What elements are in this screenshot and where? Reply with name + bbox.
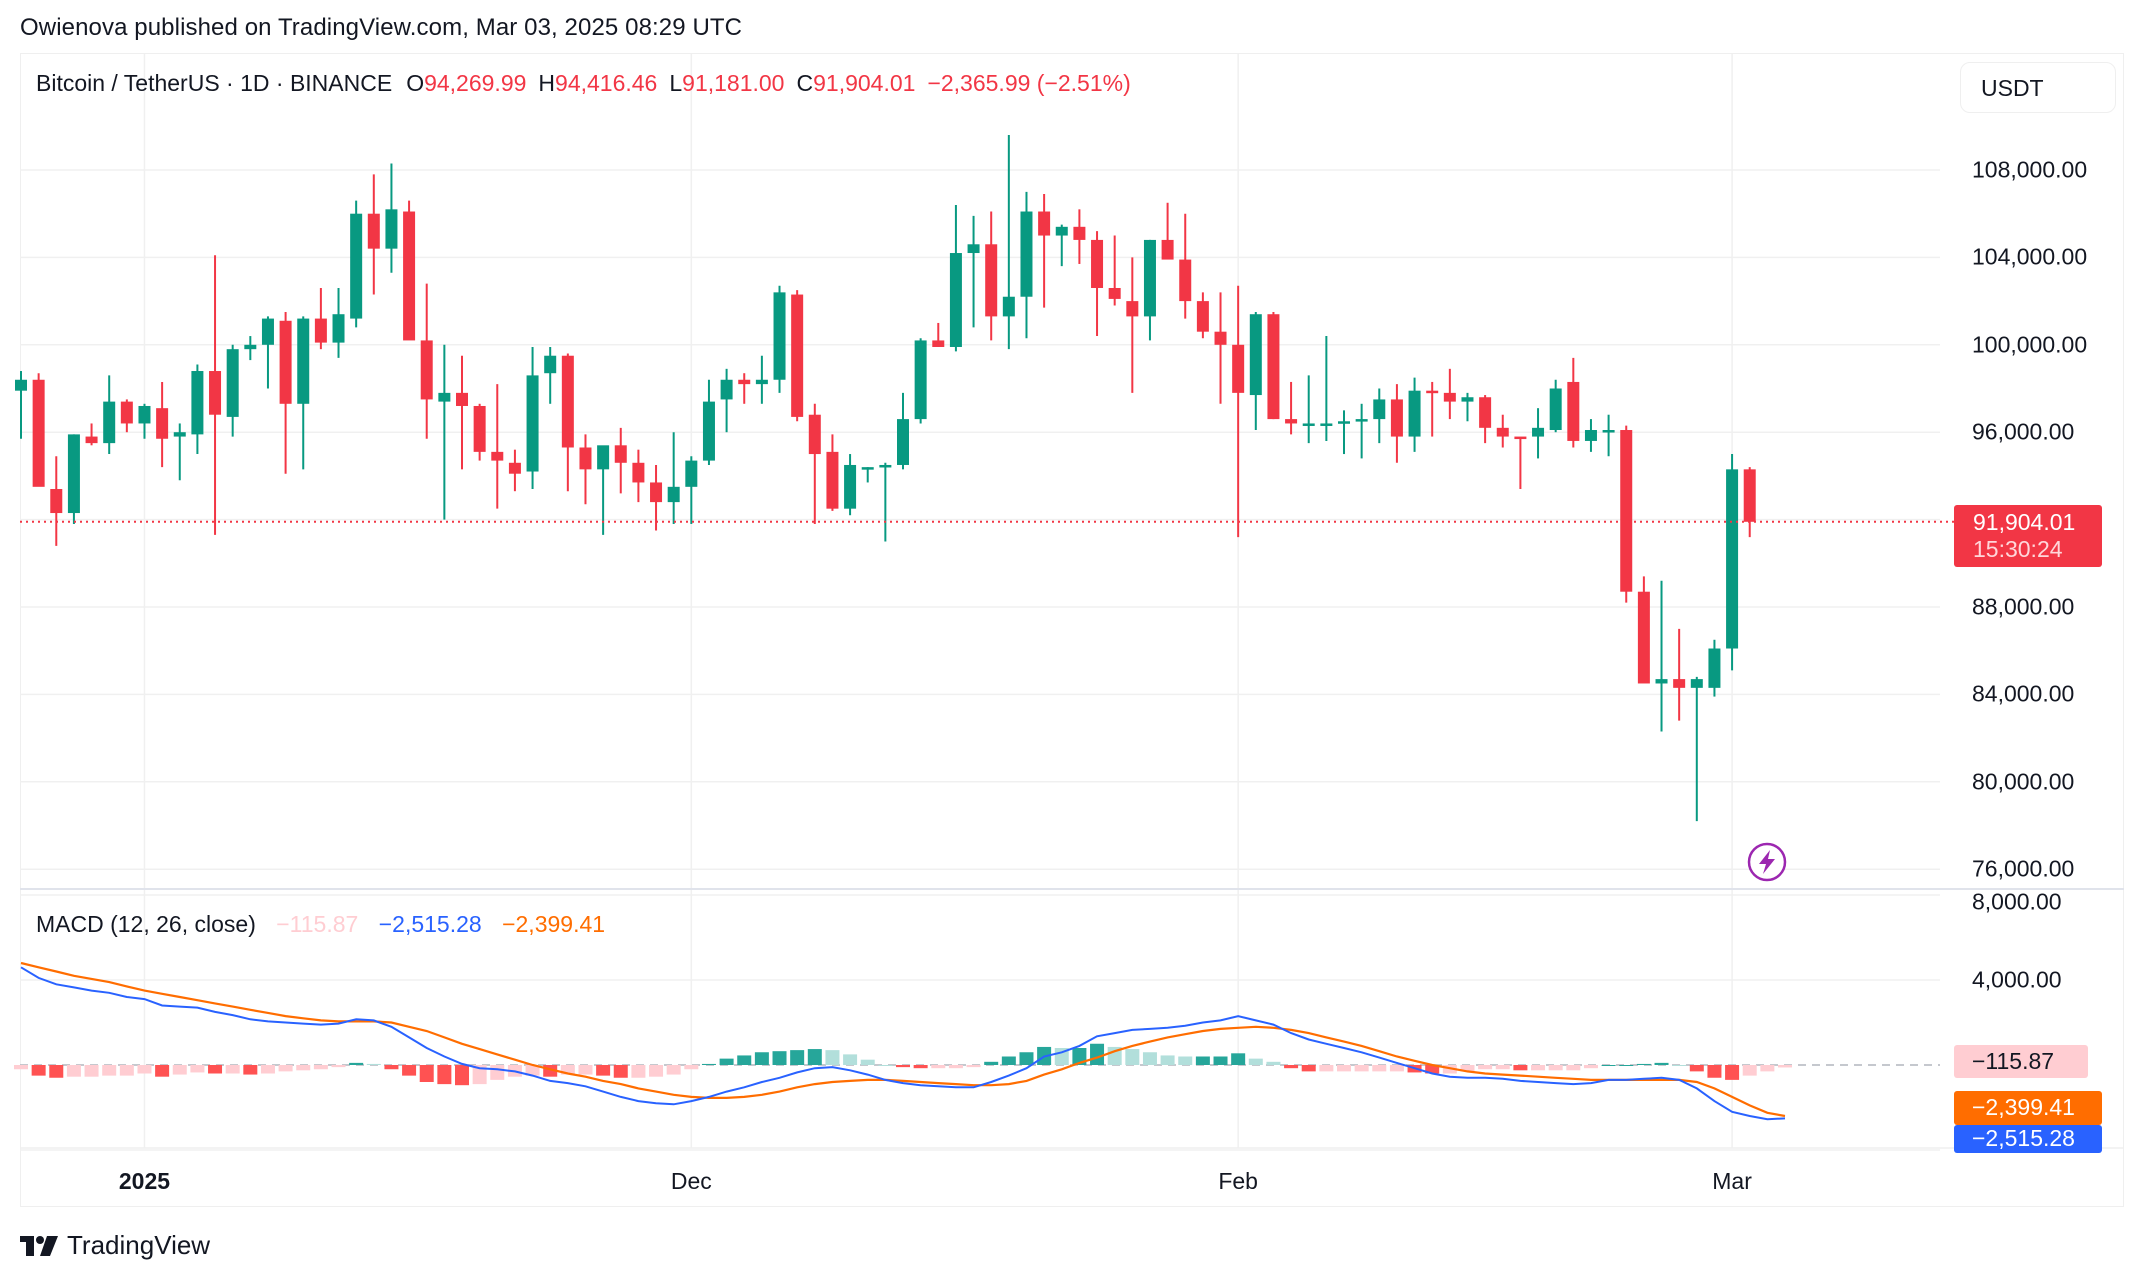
time-axis-label: Dec [670, 1168, 712, 1194]
price-axis-label: 88,000.00 [1972, 593, 2075, 620]
chart-frame [20, 53, 2124, 1207]
symbol-legend: Bitcoin / TetherUS · 1D · BINANCE O 94,26… [36, 70, 1143, 97]
candlesticks [15, 135, 1954, 822]
macd-axis-label: 8,000.00 [1972, 888, 2062, 915]
price-axis-label: 96,000.00 [1972, 418, 2075, 445]
bar-countdown: 15:30:24 [1973, 536, 2063, 562]
low-key: L [669, 70, 683, 96]
price-axis-label: 76,000.00 [1972, 855, 2075, 882]
high-key: H [538, 70, 556, 96]
close-value: 91,904.01 [813, 70, 916, 96]
publisher-caption: Owienova published on TradingView.com, M… [20, 14, 743, 41]
macd-histogram-tag: −115.87 [1954, 1045, 2088, 1078]
price-axis-label: 108,000.00 [1972, 156, 2088, 183]
macd-histogram-value: −115.87 [276, 911, 359, 937]
macd-pane [14, 961, 1940, 1121]
price-axis-label: 100,000.00 [1972, 331, 2088, 358]
tradingview-logo-icon [20, 1235, 58, 1256]
lightning-icon[interactable] [1747, 842, 1787, 882]
open-key: O [406, 70, 425, 96]
change-value: −2,365.99 (−2.51%) [927, 70, 1131, 96]
brand-name: TradingView [67, 1230, 211, 1260]
open-value: 94,269.99 [424, 70, 527, 96]
last-price-value: 91,904.01 [1973, 509, 2076, 535]
tradingview-brand[interactable]: TradingView [20, 1230, 210, 1261]
time-axis-label: Feb [1218, 1168, 1258, 1194]
symbol-title[interactable]: Bitcoin / TetherUS · 1D · BINANCE [36, 70, 393, 96]
close-key: C [796, 70, 814, 96]
currency-button[interactable]: USDT [1960, 62, 2116, 113]
macd-line-tag: −2,515.28 [1954, 1125, 2102, 1153]
price-axis-label: 84,000.00 [1972, 680, 2075, 707]
macd-signal-tag: −2,399.41 [1954, 1091, 2102, 1125]
macd-line-value: −2,515.28 [378, 911, 482, 937]
macd-legend: MACD (12, 26, close) −115.87 −2,515.28 −… [36, 911, 605, 938]
time-axis-label: Mar [1712, 1168, 1752, 1194]
macd-axis-label: 4,000.00 [1972, 966, 2062, 993]
low-value: 91,181.00 [682, 70, 785, 96]
price-axis-label: 104,000.00 [1972, 243, 2088, 270]
time-axis-label: 2025 [118, 1168, 171, 1194]
macd-signal-value: −2,399.41 [502, 911, 606, 937]
high-value: 94,416.46 [555, 70, 658, 96]
last-price-tag: 91,904.01 15:30:24 [1954, 505, 2102, 567]
macd-title[interactable]: MACD (12, 26, close) [36, 911, 256, 937]
price-axis-label: 80,000.00 [1972, 768, 2075, 795]
grid-lines [20, 54, 2124, 1151]
